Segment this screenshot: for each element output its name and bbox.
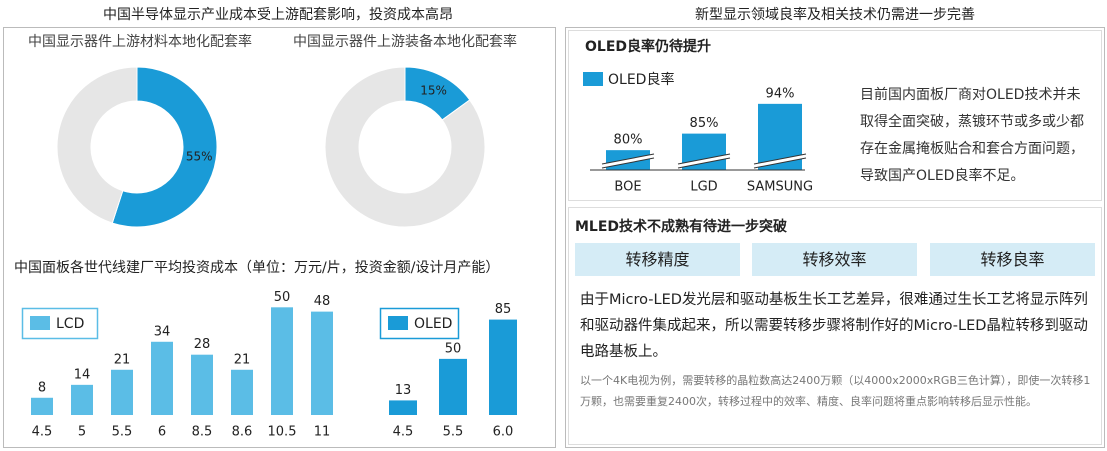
oled-box <box>568 30 1102 201</box>
pie-title: 中国显示器件上游材料本地化配套率 <box>28 33 252 50</box>
pie-slice <box>324 66 486 228</box>
value-label: 13 <box>395 383 412 398</box>
value-label: 21 <box>234 352 251 367</box>
axis-break <box>677 153 731 165</box>
left-panel <box>3 27 556 448</box>
axis-break <box>753 157 807 169</box>
x-tick-label: 4.5 <box>32 425 53 440</box>
pie-slice <box>111 66 218 228</box>
value-label: 15% <box>420 83 447 97</box>
mled-title: MLED技术不成熟有待进一步突破 <box>575 218 787 235</box>
value-label: 50 <box>274 290 291 305</box>
value-label: 34 <box>154 324 171 339</box>
mled-box <box>568 207 1102 445</box>
tag: 转移良率 <box>930 243 1095 276</box>
bar <box>71 384 93 415</box>
x-tick-label: 6 <box>158 425 166 440</box>
right-panel <box>565 27 1105 448</box>
value-label: 94% <box>766 86 795 101</box>
x-tick-label: 10.5 <box>268 425 297 440</box>
x-tick-label: 8.6 <box>232 425 253 440</box>
right-title: 新型显示领域良率及相关技术仍需进一步完善 <box>695 6 975 23</box>
bar <box>31 397 53 415</box>
legend-swatch <box>388 316 408 330</box>
bar <box>489 319 517 415</box>
axis-break <box>753 154 807 168</box>
axis-break <box>601 157 655 169</box>
bar <box>389 400 417 415</box>
bar <box>439 358 467 415</box>
bar <box>271 307 293 415</box>
bar <box>151 341 173 415</box>
x-tick-label: SAMSUNG <box>747 180 813 195</box>
axis-break <box>677 157 731 169</box>
bar <box>311 311 333 415</box>
value-label: 48 <box>314 294 331 309</box>
value-label: 85 <box>495 302 512 317</box>
legend-label: OLED <box>414 316 452 332</box>
value-label: 80% <box>614 133 643 148</box>
bar <box>191 354 213 415</box>
oled-text: 目前国内面板厂商对OLED技术并未取得全面突破，蒸镀环节或多或少都存在金属掩板贴… <box>860 87 1084 184</box>
value-label: 55% <box>186 149 213 163</box>
oled-title: OLED良率仍待提升 <box>585 38 711 55</box>
x-tick-label: 5 <box>78 425 86 440</box>
legend-swatch <box>583 72 603 86</box>
x-tick-label: LGD <box>690 180 717 195</box>
left-title: 中国半导体显示产业成本受上游配套影响，投资成本高昂 <box>103 6 453 23</box>
bar-section-title: 中国面板各世代线建厂平均投资成本（单位：万元/片，投资金额/设计月产能） <box>14 260 499 276</box>
legend-swatch <box>30 316 50 330</box>
value-label: 21 <box>114 352 131 367</box>
value-label: 50 <box>445 341 462 356</box>
x-tick-label: 11 <box>314 425 331 440</box>
tag: 转移精度 <box>575 243 740 276</box>
x-tick-label: 6.0 <box>493 425 514 440</box>
x-tick-label: BOE <box>614 180 641 195</box>
legend-label: OLED良率 <box>608 71 674 88</box>
x-tick-label: 5.5 <box>443 425 464 440</box>
x-tick-label: 4.5 <box>393 425 414 440</box>
axis-break <box>753 153 807 165</box>
axis-break <box>601 154 655 168</box>
axis-break <box>677 154 731 168</box>
axis-break <box>601 153 655 165</box>
x-tick-label: 8.5 <box>192 425 213 440</box>
value-label: 8 <box>38 380 46 395</box>
value-label: 14 <box>74 367 91 382</box>
tag: 转移效率 <box>752 243 917 276</box>
value-label: 28 <box>194 337 211 352</box>
legend-label: LCD <box>56 316 84 332</box>
value-label: 85% <box>690 116 719 131</box>
mled-note: 以一个4K电视为例，需要转移的晶粒数高达2400万颗（以4000x2000xRG… <box>580 374 1091 408</box>
pie-slice <box>56 66 138 224</box>
x-tick-label: 5.5 <box>112 425 133 440</box>
mled-text: 由于Micro-LED发光层和驱动基板生长工艺差异，很难通过生长工艺将显示阵列和… <box>580 292 1088 360</box>
pie-title: 中国显示器件上游装备本地化配套率 <box>293 33 517 50</box>
bar <box>231 369 253 415</box>
bar <box>111 369 133 415</box>
